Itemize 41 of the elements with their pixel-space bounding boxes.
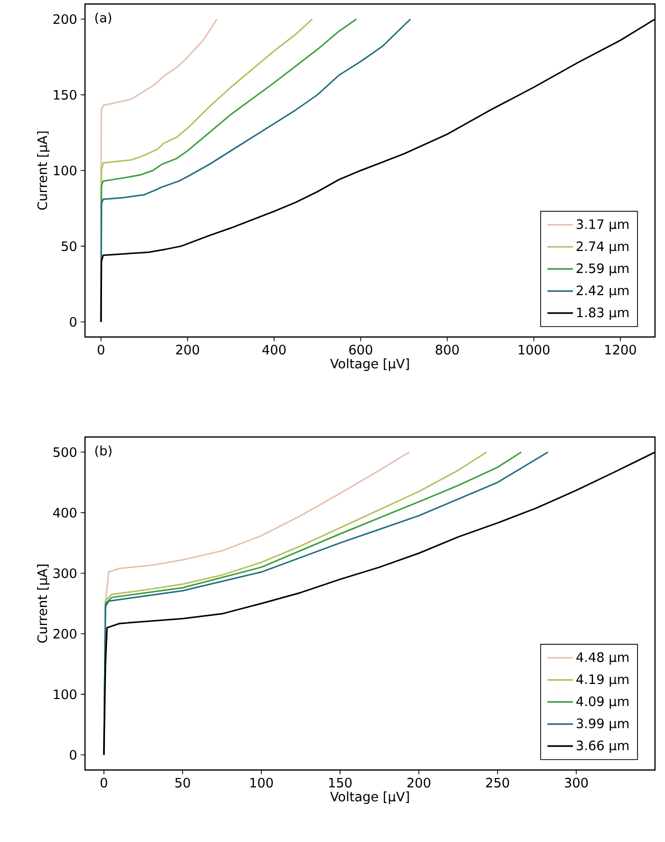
annotation: (b) <box>95 446 112 458</box>
x-axis-title: Voltage [µV] <box>330 358 409 371</box>
y-tick-label: 400 <box>53 508 76 518</box>
annotation: (a) <box>95 12 112 24</box>
x-tick-label: 400 <box>262 344 286 355</box>
x-tick-label: 800 <box>436 344 459 355</box>
x-tick-label: 600 <box>349 344 372 355</box>
y-tick-label: 50 <box>62 241 76 252</box>
y-tick-label: 0 <box>70 750 76 760</box>
legend-label: 2.74 µm <box>576 241 628 254</box>
y-axis-title: Current [µA] <box>37 132 50 210</box>
x-tick-label: 1000 <box>518 344 550 355</box>
y-axis-title: Current [µA] <box>37 564 50 643</box>
y-tick-label: 300 <box>53 568 76 578</box>
legend-label: 3.66 µm <box>576 740 628 753</box>
y-tick-label: 200 <box>53 628 76 639</box>
legend-label: 2.42 µm <box>576 285 628 298</box>
legend-label: 4.09 µm <box>576 696 628 709</box>
legend-label: 4.48 µm <box>576 652 628 665</box>
x-tick-label: 50 <box>175 778 190 788</box>
y-tick-label: 100 <box>54 166 76 176</box>
x-tick-label: 1200 <box>605 344 636 355</box>
x-tick-label: 200 <box>176 344 200 355</box>
y-tick-label: 200 <box>53 14 76 24</box>
x-axis-title: Voltage [µV] <box>330 791 409 804</box>
y-tick-label: 0 <box>70 316 76 327</box>
x-tick-label: 250 <box>486 778 510 788</box>
y-tick-label: 500 <box>54 447 76 458</box>
legend-label: 3.99 µm <box>576 718 628 731</box>
legend-label: 1.83 µm <box>577 308 628 320</box>
x-tick-label: 150 <box>329 778 352 788</box>
y-tick-label: 100 <box>54 689 76 700</box>
y-tick-label: 150 <box>54 90 76 100</box>
legend-label: 3.17 µm <box>576 219 628 232</box>
x-tick-label: 100 <box>250 778 273 788</box>
x-tick-label: 0 <box>98 344 104 355</box>
legend-label: 4.19 µm <box>576 674 628 687</box>
x-tick-label: 200 <box>407 778 430 788</box>
x-tick-label: 0 <box>100 778 108 788</box>
x-tick-label: 300 <box>564 778 588 788</box>
legend-label: 2.59 µm <box>576 263 628 276</box>
